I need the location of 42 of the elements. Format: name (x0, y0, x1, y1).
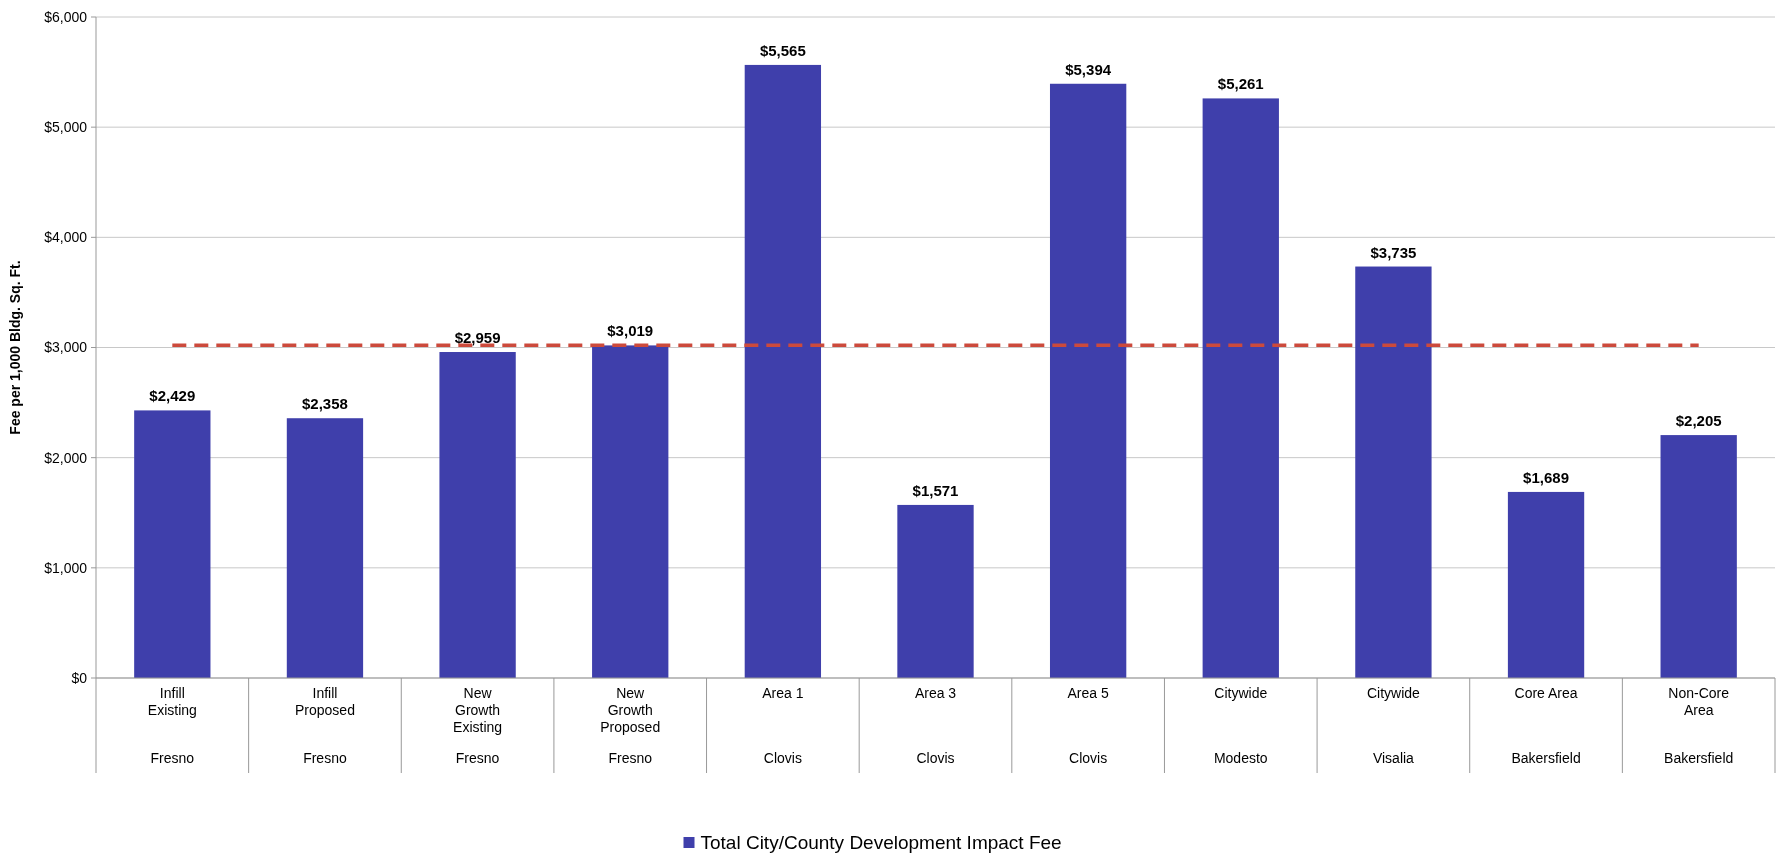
category-label: Infill Existing Fresno (147, 685, 197, 766)
bar (1202, 98, 1279, 678)
y-tick-label: $4,000 (44, 229, 88, 246)
text: $5,394 (1065, 60, 1112, 78)
x-tick-label: New Growth Proposed Fresno (600, 685, 661, 766)
bar (439, 352, 516, 678)
text: $2,205 (1675, 412, 1722, 430)
bar (134, 410, 211, 678)
x-tick-label: New Growth Existing Fresno (453, 685, 503, 766)
category-label: Area 5 Clovis (1067, 685, 1109, 766)
y-tick-label: $0 (71, 669, 88, 686)
text: $1,689 (1523, 468, 1569, 486)
text: $2,959 (454, 329, 501, 347)
legend-label: Total City/County Development Impact Fee (700, 832, 1062, 853)
y-tick-label: $6,000 (44, 8, 88, 25)
y-tick-label: $1,000 (44, 559, 88, 576)
y-tick-label: $3,000 (44, 339, 88, 356)
text: $3,019 (607, 322, 654, 340)
y-axis-title: Fee per 1,000 Bldg. Sq. Ft. (7, 260, 23, 435)
text: $5,261 (1217, 75, 1264, 93)
bar (286, 418, 364, 678)
y-tick-label: $2,000 (44, 449, 88, 466)
category-label: Citywide Visalia (1366, 685, 1420, 766)
category-label: Area 3 Clovis (914, 685, 957, 766)
category-label: Citywide Modesto (1213, 685, 1268, 766)
bar (1507, 491, 1585, 678)
bar (897, 504, 974, 678)
bar (1355, 266, 1432, 678)
text: $1,571 (912, 481, 959, 499)
bar (1660, 435, 1737, 678)
category-label: Infill Proposed Fresno (294, 685, 355, 766)
category-label: Area 1 Clovis (762, 685, 804, 766)
bar (592, 345, 669, 678)
text: $2,429 (149, 387, 196, 405)
category-label: Non-Core Area Bakersfield (1664, 685, 1734, 766)
bar (744, 64, 822, 678)
bar (1049, 83, 1127, 678)
text: $5,565 (759, 41, 806, 59)
text: $3,735 (1370, 243, 1417, 261)
category-label: Core Area Bakersfield (1511, 685, 1581, 766)
y-tick-label: $5,000 (44, 119, 88, 136)
text: $2,358 (302, 395, 348, 413)
